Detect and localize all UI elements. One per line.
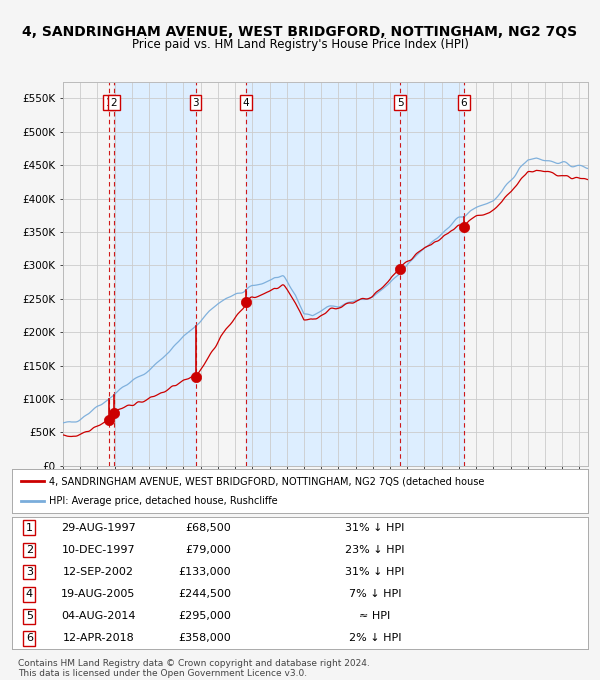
Text: 4, SANDRINGHAM AVENUE, WEST BRIDGFORD, NOTTINGHAM, NG2 7QS: 4, SANDRINGHAM AVENUE, WEST BRIDGFORD, N… — [22, 25, 578, 39]
Text: 10-DEC-1997: 10-DEC-1997 — [62, 545, 135, 555]
Point — [395, 263, 405, 274]
Text: £68,500: £68,500 — [185, 523, 231, 533]
Point — [109, 407, 118, 418]
Text: 6: 6 — [460, 98, 467, 107]
Text: £244,500: £244,500 — [178, 589, 231, 599]
Text: 3: 3 — [192, 98, 199, 107]
Text: 23% ↓ HPI: 23% ↓ HPI — [345, 545, 404, 555]
Point — [459, 221, 469, 232]
Text: 31% ↓ HPI: 31% ↓ HPI — [345, 523, 404, 533]
Text: 2: 2 — [26, 545, 33, 555]
Text: 4, SANDRINGHAM AVENUE, WEST BRIDGFORD, NOTTINGHAM, NG2 7QS (detached house: 4, SANDRINGHAM AVENUE, WEST BRIDGFORD, N… — [49, 476, 485, 486]
Text: Price paid vs. HM Land Registry's House Price Index (HPI): Price paid vs. HM Land Registry's House … — [131, 38, 469, 51]
Text: 19-AUG-2005: 19-AUG-2005 — [61, 589, 136, 599]
Text: 4: 4 — [26, 589, 33, 599]
Text: 1: 1 — [26, 523, 33, 533]
Text: 31% ↓ HPI: 31% ↓ HPI — [345, 567, 404, 577]
Text: £133,000: £133,000 — [178, 567, 231, 577]
Bar — [246, 82, 464, 466]
Text: 6: 6 — [26, 633, 33, 643]
Text: 12-SEP-2002: 12-SEP-2002 — [63, 567, 134, 577]
Text: Contains HM Land Registry data © Crown copyright and database right 2024.
This d: Contains HM Land Registry data © Crown c… — [18, 658, 370, 678]
Text: 5: 5 — [26, 611, 33, 622]
Text: 3: 3 — [26, 567, 33, 577]
Text: 04-AUG-2014: 04-AUG-2014 — [61, 611, 136, 622]
Text: 2% ↓ HPI: 2% ↓ HPI — [349, 633, 401, 643]
Text: 4: 4 — [242, 98, 249, 107]
Text: 29-AUG-1997: 29-AUG-1997 — [61, 523, 136, 533]
Text: ≈ HPI: ≈ HPI — [359, 611, 391, 622]
Text: 7% ↓ HPI: 7% ↓ HPI — [349, 589, 401, 599]
Text: 5: 5 — [397, 98, 404, 107]
Point — [241, 297, 251, 308]
Text: 1: 1 — [106, 98, 112, 107]
Text: £79,000: £79,000 — [185, 545, 231, 555]
Bar — [113, 82, 196, 466]
Text: HPI: Average price, detached house, Rushcliffe: HPI: Average price, detached house, Rush… — [49, 496, 278, 507]
Point — [104, 415, 113, 426]
Point — [191, 371, 200, 382]
Text: £295,000: £295,000 — [178, 611, 231, 622]
Text: 2: 2 — [110, 98, 117, 107]
Text: £358,000: £358,000 — [178, 633, 231, 643]
Text: 12-APR-2018: 12-APR-2018 — [62, 633, 134, 643]
